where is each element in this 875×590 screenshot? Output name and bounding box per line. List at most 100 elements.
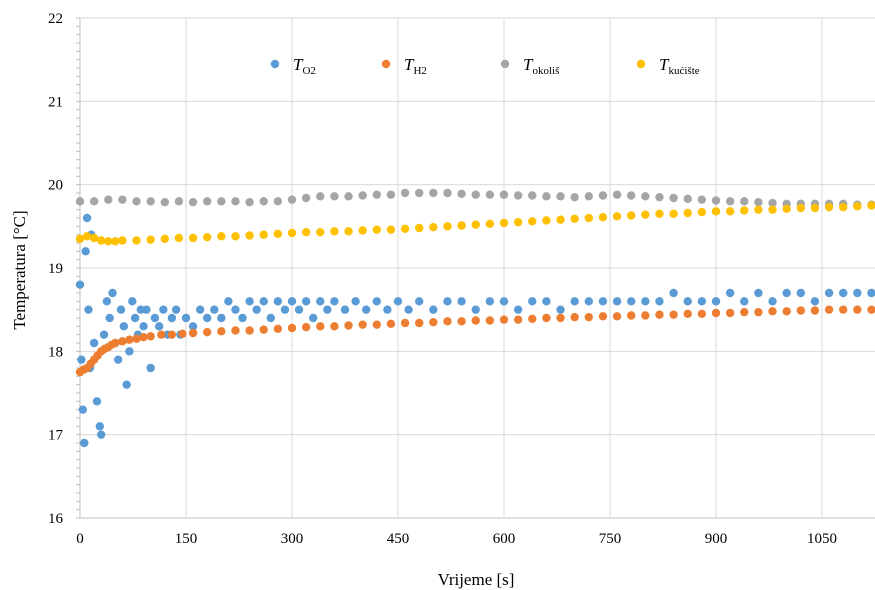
- data-point: [301, 322, 311, 332]
- data-point: [824, 202, 834, 212]
- data-point: [740, 197, 749, 206]
- data-point: [188, 233, 198, 243]
- data-point: [330, 297, 339, 306]
- data-point: [782, 204, 791, 214]
- legend-label: Tokoliš: [523, 55, 559, 77]
- data-point: [641, 210, 650, 219]
- data-point: [383, 305, 392, 314]
- data-point: [641, 192, 650, 201]
- data-point: [273, 197, 283, 206]
- data-point: [386, 225, 396, 234]
- data-point: [122, 380, 131, 389]
- data-point: [683, 208, 692, 218]
- data-point: [351, 297, 360, 306]
- data-point: [853, 202, 862, 211]
- data-point: [132, 236, 141, 245]
- data-point: [499, 297, 509, 306]
- data-point: [612, 312, 622, 321]
- data-point: [273, 229, 283, 239]
- data-point: [612, 212, 622, 221]
- data-point: [362, 305, 371, 314]
- data-point: [92, 397, 102, 406]
- y-tick-label: 18: [48, 344, 63, 360]
- data-point: [429, 188, 438, 198]
- data-point: [697, 207, 707, 217]
- data-point: [287, 323, 297, 333]
- data-point: [641, 311, 650, 320]
- data-point: [810, 306, 820, 315]
- data-point: [556, 313, 565, 323]
- data-point: [768, 198, 777, 208]
- y-axis-label: Temperatura [°C]: [10, 210, 29, 329]
- data-point: [443, 222, 452, 231]
- data-point: [867, 305, 875, 314]
- data-point: [740, 297, 749, 306]
- data-point: [584, 297, 593, 306]
- data-point: [485, 297, 495, 306]
- data-point: [118, 195, 127, 204]
- data-point: [128, 297, 137, 306]
- data-point: [471, 190, 480, 199]
- data-point: [160, 197, 169, 207]
- data-point: [132, 197, 141, 206]
- data-point: [301, 227, 311, 237]
- data-point: [273, 324, 283, 334]
- data-point: [330, 322, 339, 331]
- data-point: [188, 197, 198, 207]
- data-point: [231, 197, 240, 206]
- data-point: [542, 216, 551, 225]
- data-point: [725, 207, 735, 216]
- data-point: [80, 438, 89, 448]
- data-point: [245, 231, 254, 240]
- series-H2: [75, 305, 875, 377]
- legend-item-okoliš: Tokoliš: [500, 55, 559, 77]
- data-point: [641, 297, 650, 306]
- data-point: [358, 191, 367, 200]
- x-tick-label: 600: [493, 531, 516, 547]
- data-point: [344, 321, 353, 330]
- data-point: [471, 305, 480, 314]
- data-point: [528, 297, 537, 306]
- data-point: [195, 305, 205, 314]
- series-okoliš: [75, 188, 875, 209]
- x-axis-ticks: 0 150 300 450 600 750 900 1050: [76, 531, 837, 547]
- data-point: [119, 322, 129, 331]
- data-point: [669, 193, 678, 203]
- data-point: [669, 288, 678, 298]
- data-point: [203, 197, 212, 206]
- data-point: [372, 297, 381, 306]
- data-point: [146, 197, 155, 206]
- data-point: [301, 297, 311, 306]
- data-point: [570, 312, 579, 322]
- data-point: [116, 305, 126, 314]
- data-point: [330, 192, 339, 201]
- data-point: [740, 206, 749, 215]
- data-point: [77, 355, 86, 364]
- data-point: [102, 297, 112, 306]
- data-point: [259, 230, 268, 239]
- data-point: [697, 309, 707, 319]
- data-point: [584, 213, 593, 223]
- data-point: [159, 305, 168, 314]
- data-point: [118, 337, 127, 346]
- data-point: [259, 297, 268, 306]
- data-point: [400, 318, 410, 328]
- data-point: [584, 312, 593, 322]
- data-point: [556, 192, 565, 201]
- data-point: [528, 191, 537, 200]
- data-point: [598, 297, 608, 306]
- data-point: [245, 297, 254, 306]
- data-point: [259, 197, 268, 206]
- y-tick-label: 22: [48, 11, 63, 27]
- data-point: [471, 220, 480, 229]
- data-point: [266, 313, 275, 323]
- legend-label: TH2: [404, 55, 427, 77]
- data-point: [853, 288, 862, 298]
- data-point: [570, 297, 579, 306]
- x-tick-label: 450: [387, 531, 410, 547]
- data-point: [323, 305, 332, 314]
- data-point: [309, 313, 318, 323]
- data-point: [97, 236, 106, 245]
- data-point: [217, 313, 226, 323]
